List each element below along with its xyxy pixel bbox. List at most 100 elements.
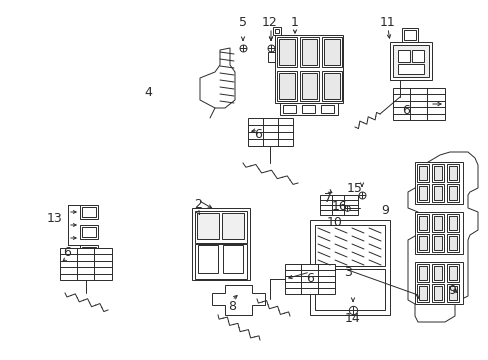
Bar xyxy=(433,166,441,180)
Text: 6: 6 xyxy=(401,104,409,117)
Bar xyxy=(279,73,294,99)
Bar xyxy=(403,30,415,40)
Text: 2: 2 xyxy=(194,198,202,211)
Text: 12: 12 xyxy=(262,15,277,28)
Bar xyxy=(448,266,456,280)
Bar xyxy=(320,105,333,113)
Bar xyxy=(195,211,246,243)
Bar xyxy=(389,42,431,80)
Bar xyxy=(448,166,456,180)
Text: 9: 9 xyxy=(447,284,455,297)
Bar xyxy=(195,244,246,279)
Text: 5: 5 xyxy=(239,15,246,28)
Bar xyxy=(276,71,296,101)
Bar xyxy=(280,103,337,115)
Bar xyxy=(418,236,426,250)
Bar xyxy=(392,88,444,120)
Bar xyxy=(247,118,292,146)
Bar xyxy=(446,234,458,252)
Bar xyxy=(446,164,458,182)
Bar xyxy=(80,225,98,239)
Bar xyxy=(418,166,426,180)
Bar xyxy=(446,214,458,232)
Bar xyxy=(448,186,456,200)
Bar xyxy=(433,266,441,280)
Bar xyxy=(82,247,96,257)
Text: 14: 14 xyxy=(345,311,360,324)
Text: 16: 16 xyxy=(331,201,347,213)
Bar xyxy=(433,286,441,300)
Bar xyxy=(431,184,443,202)
Bar xyxy=(414,162,462,204)
Bar xyxy=(433,186,441,200)
Text: 6: 6 xyxy=(254,129,262,141)
Bar xyxy=(397,50,409,62)
Bar xyxy=(416,184,428,202)
Polygon shape xyxy=(212,285,264,315)
Polygon shape xyxy=(200,48,235,108)
Bar xyxy=(82,227,96,237)
Bar xyxy=(274,29,279,33)
Bar xyxy=(322,71,341,101)
Text: 11: 11 xyxy=(379,15,395,28)
Bar xyxy=(433,216,441,230)
Text: 4: 4 xyxy=(144,86,152,99)
Bar xyxy=(416,234,428,252)
Bar xyxy=(314,269,384,310)
Bar xyxy=(274,35,342,103)
Bar xyxy=(301,39,317,65)
Bar xyxy=(285,264,334,294)
Bar xyxy=(276,37,296,67)
Bar xyxy=(418,186,426,200)
Bar xyxy=(299,71,319,101)
Bar xyxy=(192,208,249,280)
Polygon shape xyxy=(407,152,477,322)
Bar xyxy=(418,286,426,300)
Bar xyxy=(401,28,417,42)
Text: 15: 15 xyxy=(346,181,362,194)
Text: 7: 7 xyxy=(324,192,331,204)
Text: 9: 9 xyxy=(380,203,388,216)
Bar xyxy=(446,264,458,282)
Bar xyxy=(322,37,341,67)
Bar xyxy=(431,234,443,252)
Bar xyxy=(324,73,339,99)
Bar xyxy=(302,105,314,113)
Text: 6: 6 xyxy=(305,271,313,284)
Bar xyxy=(431,284,443,302)
Bar xyxy=(283,105,295,113)
Text: 13: 13 xyxy=(47,211,63,225)
Bar xyxy=(324,39,339,65)
Bar xyxy=(197,213,219,239)
Bar xyxy=(414,212,462,254)
Bar xyxy=(416,284,428,302)
Bar xyxy=(309,220,389,315)
Bar xyxy=(60,248,112,280)
Bar xyxy=(433,236,441,250)
Bar xyxy=(431,214,443,232)
Bar xyxy=(446,284,458,302)
Bar xyxy=(414,262,462,304)
Bar xyxy=(416,164,428,182)
Text: 1: 1 xyxy=(290,15,298,28)
Bar xyxy=(397,64,423,74)
Bar xyxy=(392,45,428,77)
Bar xyxy=(222,213,244,239)
Bar xyxy=(418,216,426,230)
Text: 3: 3 xyxy=(344,266,351,279)
Bar xyxy=(223,246,243,274)
Bar xyxy=(448,286,456,300)
Bar xyxy=(411,50,423,62)
Bar xyxy=(301,73,317,99)
Bar xyxy=(416,264,428,282)
Bar xyxy=(267,52,274,62)
Bar xyxy=(314,225,384,266)
Bar xyxy=(82,207,96,217)
Text: 8: 8 xyxy=(227,301,236,314)
Text: 10: 10 xyxy=(326,216,342,229)
Bar xyxy=(418,266,426,280)
Bar xyxy=(448,216,456,230)
Bar xyxy=(431,164,443,182)
Bar xyxy=(446,184,458,202)
Bar xyxy=(80,245,98,259)
